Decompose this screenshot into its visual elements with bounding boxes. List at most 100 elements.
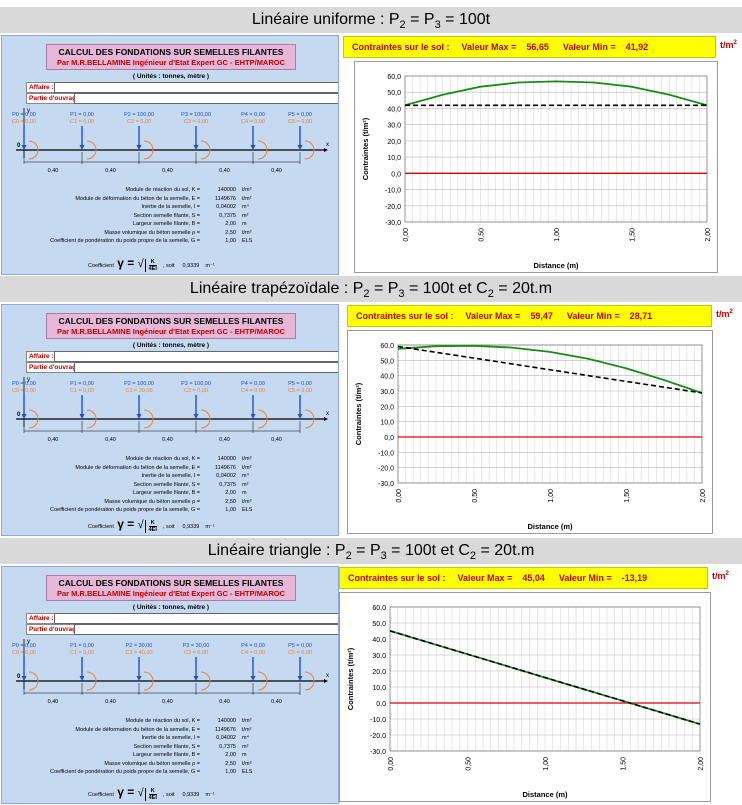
parameter-value[interactable]: 2,00	[225, 752, 236, 758]
coef-denominator: 4EI	[148, 795, 157, 802]
parameter-value[interactable]: 2,50	[225, 229, 236, 236]
x-tick-group: 0,50	[472, 489, 479, 503]
calc-title: CALCUL DES FONDATIONS SUR SEMELLES FILAN…	[58, 47, 284, 57]
parameter-value[interactable]: 0,7375	[219, 481, 236, 488]
moment-arc-icon	[257, 671, 268, 691]
heading-text: = P	[369, 280, 399, 297]
parameter-row: Coefficient de pondération du poids prop…	[12, 237, 332, 245]
moment-arc-icon	[143, 140, 154, 160]
affaire-field[interactable]	[54, 613, 338, 624]
parameter-value[interactable]: 0,7375	[219, 743, 236, 750]
y-axis-label-group: Contraintes (t/m²)	[354, 382, 363, 445]
min-label: Valeur Min =	[562, 42, 616, 52]
stress-label: Contraintes sur le sol :	[348, 573, 446, 583]
y-tick-label: 20,0	[372, 669, 386, 676]
origin-label: 0	[17, 412, 21, 418]
parameter-value[interactable]: 140000	[217, 718, 236, 724]
min-label: Valeur Min =	[558, 573, 612, 583]
parameter-value[interactable]: 2,50	[225, 760, 236, 767]
span-label: 0,40	[48, 437, 59, 443]
affaire-field[interactable]	[54, 351, 338, 362]
affaire-field[interactable]	[54, 82, 338, 93]
stress-unit-sup: 2	[725, 571, 729, 577]
parameter-label: Module de réaction du sol, K =	[125, 187, 200, 193]
x-tick-group: 1,50	[621, 757, 628, 771]
parameter-unit: m	[242, 752, 247, 758]
load-arrow-head	[21, 676, 27, 681]
calc-title: CALCUL DES FONDATIONS SUR SEMELLES FILAN…	[58, 578, 284, 588]
parameter-unit: m	[242, 490, 247, 496]
y-tick-label: 60,0	[387, 74, 401, 81]
coef-value: 0,9339	[182, 524, 200, 530]
heading-text: = 100t et C	[404, 280, 488, 297]
x-tick-label: 0,50	[466, 757, 473, 771]
parameter-value[interactable]: 140000	[217, 187, 236, 193]
parameter-value[interactable]: 0,7375	[219, 212, 236, 219]
units-note: ( Unités : tonnes, mètre )	[132, 604, 210, 611]
load-c-label: C4 = 0,00	[241, 388, 265, 394]
parameter-value[interactable]: 1,00	[225, 507, 236, 513]
parameter-value[interactable]: 1149676	[214, 726, 236, 733]
y-axis-label-group: Contraintes (t/m²)	[361, 117, 370, 180]
x-arrow-head	[324, 148, 328, 152]
parameter-label: Coefficient de pondération du poids prop…	[50, 238, 200, 244]
heading-text: Linéaire triangle : P	[207, 542, 346, 559]
load-p-label: P1 = 0,00	[70, 112, 94, 118]
load-c-label: C0 = 0,00	[12, 650, 36, 656]
min-value: -13,19	[621, 573, 648, 583]
parameter-row: Module de réaction du sol, K = 140000 t/m³	[12, 455, 332, 463]
stress-chart: 60,0 50,0 40,0 30,0 20,0 10,0 0,0 -10,0 -20,0 -30…	[354, 61, 718, 273]
partie-field[interactable]	[74, 93, 338, 104]
gamma-icon: γ =	[113, 517, 138, 531]
heading-text: = 20t.m	[493, 280, 553, 297]
y-tick-label: 40,0	[380, 374, 394, 381]
parameter-value[interactable]: 2,00	[225, 490, 236, 496]
parameter-label: Module de déformation du béton de la sem…	[75, 726, 200, 733]
parameter-label: Coefficient de pondération du poids prop…	[50, 507, 200, 513]
parameter-row: Inertie de la semelle, I = 0,04002 m⁴	[12, 472, 332, 480]
x-tick-label: 1,00	[554, 228, 561, 242]
partie-field[interactable]	[74, 362, 338, 373]
parameter-value[interactable]: 2,50	[225, 498, 236, 505]
load-arrow-head	[193, 414, 199, 419]
moment-arc-icon	[304, 409, 315, 429]
sqrt-icon: √	[137, 787, 144, 799]
load-p-label: P1 = 0,00	[70, 381, 94, 387]
y-tick-label: -10,0	[370, 717, 386, 724]
coefficient-formula: Coefficient γ = √ K 4EI, soit 0,9339 m⁻¹	[88, 785, 215, 802]
parameter-unit: m⁴	[242, 204, 249, 210]
parameter-value[interactable]: 140000	[217, 456, 236, 462]
parameter-value[interactable]: 0,04002	[216, 204, 236, 210]
load-c-label: C0 = 0,00	[12, 119, 36, 125]
coef-value: 0,9339	[182, 263, 200, 269]
heading-text: Linéaire trapézoïdale : P	[189, 280, 364, 297]
heading-subscript: 2	[363, 288, 370, 301]
parameter-value[interactable]: 0,04002	[216, 473, 236, 479]
moment-arc-icon	[257, 140, 268, 160]
parameter-value[interactable]: 1149676	[214, 195, 236, 202]
parameter-value[interactable]: 0,04002	[216, 735, 236, 741]
parameter-label: Inertie de la semelle, I =	[141, 735, 200, 741]
y-tick-label: 60,0	[380, 343, 394, 350]
moment-arc-icon	[200, 140, 211, 160]
stress-chart: 60,0 50,0 40,0 30,0 20,0 10,0 0,0 -10,0 -20,0 -30…	[339, 592, 711, 802]
load-p-label: P4 = 0,00	[241, 381, 265, 387]
parameter-value[interactable]: 1,00	[225, 769, 236, 775]
coef-label: Coefficient	[88, 263, 114, 269]
calc-sheet: CALCUL DES FONDATIONS SUR SEMELLES FILAN…	[1, 35, 339, 275]
moment-arc-icon	[86, 140, 97, 160]
partie-field[interactable]	[74, 624, 338, 635]
parameter-value[interactable]: 1149676	[214, 464, 236, 471]
y-tick-label: 0,0	[384, 435, 394, 442]
parameter-unit: ELS	[242, 507, 253, 513]
y-tick-label: 30,0	[372, 653, 386, 660]
moment-arc-icon	[257, 409, 268, 429]
parameter-value[interactable]: 2,00	[225, 221, 236, 227]
y-axis-label: Contraintes (t/m²)	[354, 382, 363, 445]
y-tick-label: 20,0	[387, 139, 401, 146]
parameter-value[interactable]: 1,00	[225, 238, 236, 244]
axis-y-label: y	[27, 639, 30, 645]
coef-denominator: 4EI	[148, 527, 157, 534]
parameter-label: Masse volumique du béton semelle ρ =	[104, 760, 200, 767]
